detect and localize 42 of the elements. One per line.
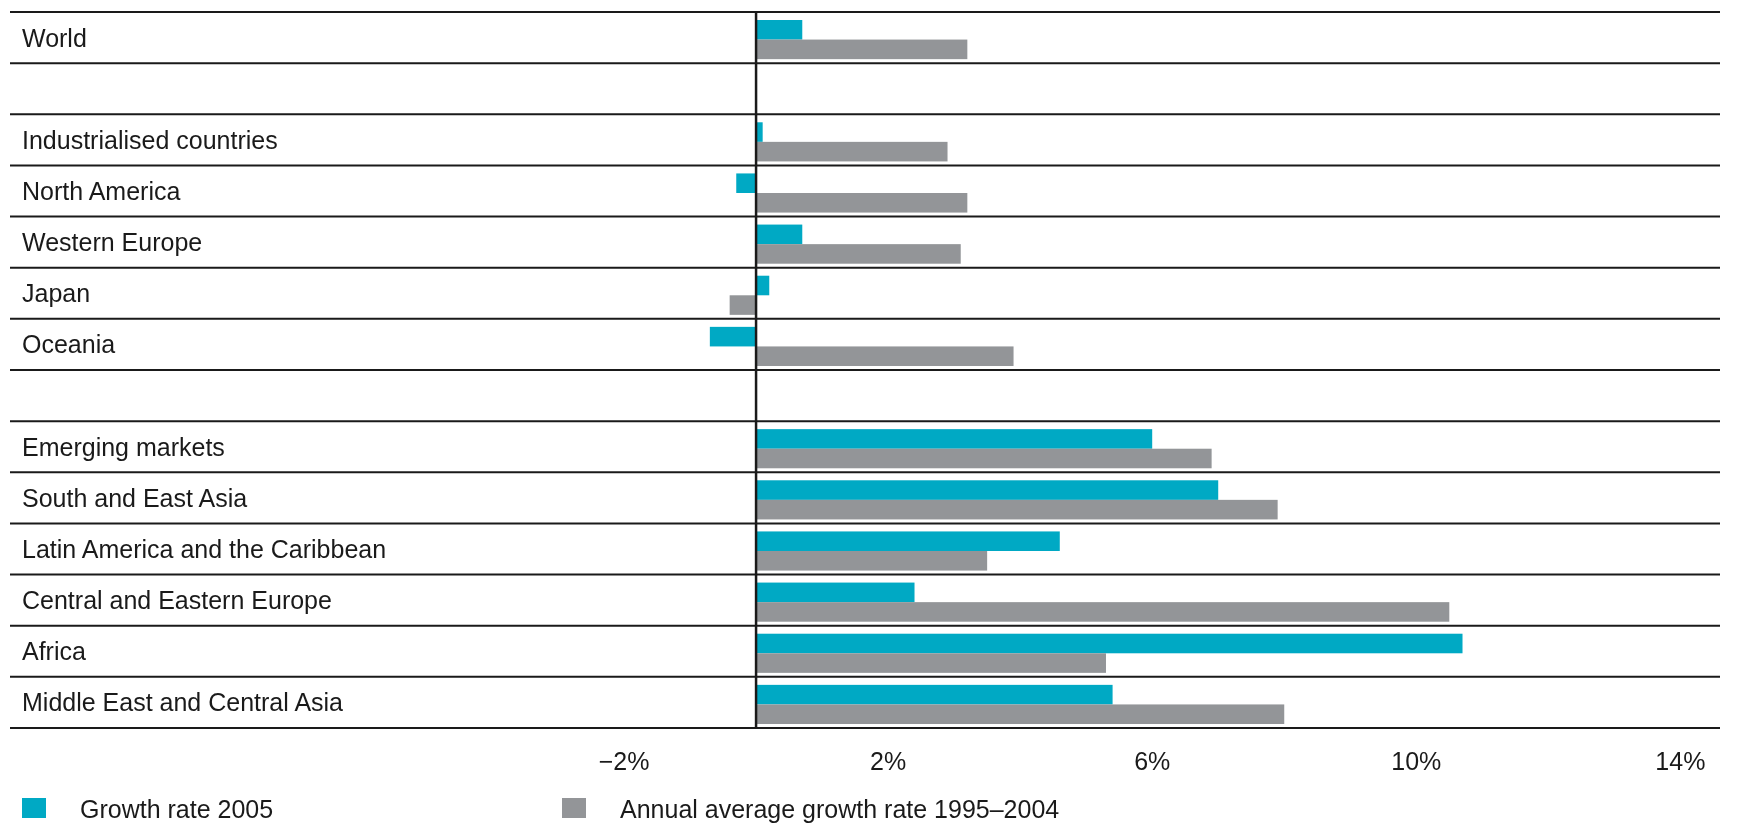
y-tick-label: World	[22, 23, 87, 52]
bar	[756, 582, 915, 603]
x-tick-label: 2%	[870, 747, 907, 775]
bar	[756, 684, 1113, 705]
bar	[756, 704, 1285, 724]
bar	[756, 429, 1153, 449]
y-tick-label: South and East Asia	[22, 483, 248, 512]
x-tick-label: 10%	[1391, 747, 1442, 775]
bar	[729, 295, 757, 315]
y-tick-label: Industrialised countries	[22, 125, 278, 154]
y-tick-label: Western Europe	[22, 228, 203, 257]
bar	[756, 551, 988, 571]
y-tick-label: North America	[22, 177, 181, 205]
bar	[756, 448, 1212, 469]
bar	[756, 20, 803, 40]
bar	[756, 346, 1014, 366]
x-tick-label: 6%	[1134, 747, 1171, 775]
y-tick-label: Central and Eastern Europe	[22, 586, 332, 615]
bar	[756, 602, 1450, 622]
y-tick-label: Emerging markets	[22, 432, 225, 461]
x-tick-label: 14%	[1655, 747, 1706, 775]
y-tick-label: Latin America and the Caribbean	[22, 535, 387, 563]
bar	[756, 244, 961, 264]
legend-label: Growth rate 2005	[80, 795, 274, 823]
y-tick-label: Middle East and Central Asia	[22, 688, 344, 717]
bar	[756, 193, 968, 213]
bar	[756, 653, 1106, 673]
y-tick-label: Oceania	[22, 330, 116, 359]
y-tick-label: Japan	[22, 279, 91, 308]
bar	[736, 173, 757, 193]
bar	[756, 531, 1060, 551]
bar	[756, 122, 763, 142]
bar	[756, 39, 968, 60]
y-tick-label: Africa	[22, 637, 86, 666]
x-tick-label: −2%	[598, 747, 650, 775]
legend-label: Annual average growth rate 1995–2004	[620, 795, 1060, 823]
bar	[756, 141, 948, 162]
bar	[709, 326, 757, 347]
bar	[756, 224, 803, 245]
bar	[756, 499, 1278, 520]
bar	[756, 633, 1463, 654]
bar	[756, 480, 1219, 500]
